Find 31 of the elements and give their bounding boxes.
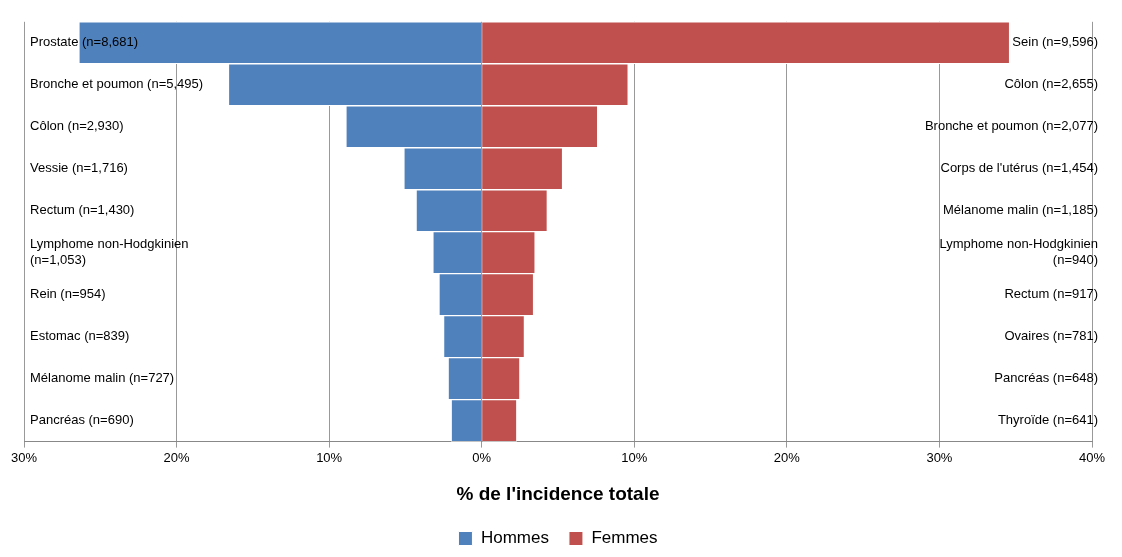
y2-tick-label: Sein (n=9,596) (1012, 34, 1098, 50)
y-tick-label: Estomac (n=839) (30, 328, 130, 344)
x-tick-label: 20% (163, 449, 191, 465)
y2-tick-label: Côlon (n=2,655) (1004, 76, 1098, 92)
y2-tick-label: Lymphome non-Hodgkinien (n=940) (939, 236, 1098, 268)
x-tick-label: 40% (1078, 449, 1106, 465)
y2-tick-label: Corps de l'utérus (n=1,454) (940, 160, 1098, 176)
y2-tick-label: Mélanome malin (n=1,185) (943, 202, 1098, 218)
y-tick-label: Vessie (n=1,716) (30, 160, 128, 176)
y-tick-label: Rectum (n=1,430) (30, 202, 135, 218)
x-tick-label: 30% (10, 449, 38, 465)
legend-label: Hommes (480, 528, 549, 548)
y-tick-label: Côlon (n=2,930) (30, 118, 124, 134)
y-tick-label: Bronche et poumon (n=5,495) (30, 76, 204, 92)
x-tick-label: 10% (621, 449, 648, 465)
x-tick-label: 10% (316, 449, 343, 465)
y-tick-label: Lymphome non-Hodgkinien (n=1,053) (30, 236, 189, 268)
y-tick-label: Prostate (n=8,681) (30, 34, 139, 50)
y-tick-label: Pancréas (n=690) (30, 412, 134, 428)
y2-tick-label: Ovaires (n=781) (1004, 328, 1098, 344)
legend-label: Femmes (591, 528, 658, 548)
y2-tick-label: Rectum (n=917) (1004, 286, 1098, 302)
y2-tick-label: Thyroïde (n=641) (997, 412, 1098, 428)
y2-tick-label: Bronche et poumon (n=2,077) (924, 118, 1098, 134)
x-tick-label: 0% (472, 449, 492, 465)
y2-tick-label: Pancréas (n=648) (994, 370, 1098, 386)
y-tick-label: Rein (n=954) (30, 286, 106, 302)
x-tick-label: 30% (926, 449, 953, 465)
y-tick-label: Mélanome malin (n=727) (30, 370, 175, 386)
x-tick-label: 20% (773, 449, 801, 465)
x-axis-title: % de l'incidence totale (456, 482, 660, 504)
